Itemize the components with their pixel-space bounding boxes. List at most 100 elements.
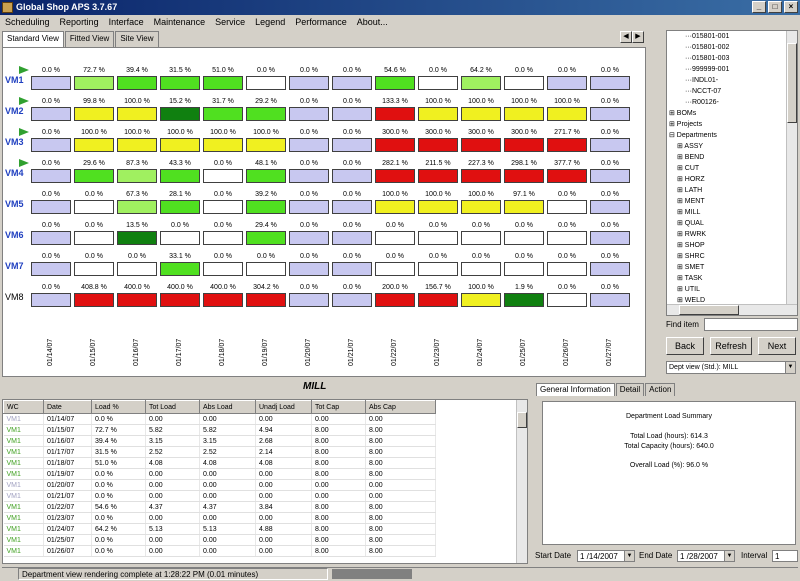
load-cell[interactable]: [547, 169, 587, 183]
load-cell[interactable]: [461, 200, 501, 214]
load-cell[interactable]: [246, 293, 286, 307]
load-cell[interactable]: [74, 262, 114, 276]
tab-site-view[interactable]: Site View: [115, 31, 159, 47]
table-row[interactable]: VM1 01/23/07 0.0 % 0.00 0.00 0.00 8.00 8.00: [3, 512, 436, 524]
load-cell[interactable]: [289, 107, 329, 121]
load-cell[interactable]: [289, 231, 329, 245]
tree-item[interactable]: ···015801-001: [685, 33, 730, 40]
work-center-label[interactable]: VM4: [5, 168, 24, 178]
load-cell[interactable]: [375, 76, 415, 90]
load-cell[interactable]: [590, 138, 630, 152]
tree-item[interactable]: ⊞ HORZ: [677, 176, 705, 183]
tree-item[interactable]: ⊞ UTIL: [677, 286, 700, 293]
work-center-label[interactable]: VM6: [5, 230, 24, 240]
load-cell[interactable]: [74, 76, 114, 90]
tab-scroll-left-icon[interactable]: ◀: [620, 31, 632, 43]
load-cell[interactable]: [117, 107, 157, 121]
menu-performance[interactable]: Performance: [295, 17, 347, 27]
load-cell[interactable]: [332, 293, 372, 307]
load-cell[interactable]: [547, 138, 587, 152]
tree-item[interactable]: ···INDL01-: [685, 77, 719, 84]
load-cell[interactable]: [31, 169, 71, 183]
load-cell[interactable]: [31, 200, 71, 214]
load-cell[interactable]: [332, 169, 372, 183]
load-cell[interactable]: [547, 76, 587, 90]
column-header[interactable]: Abs Load: [199, 400, 256, 414]
load-cell[interactable]: [504, 138, 544, 152]
load-cell[interactable]: [117, 262, 157, 276]
load-cell[interactable]: [461, 293, 501, 307]
load-cell[interactable]: [504, 293, 544, 307]
tree-item[interactable]: ⊞ RWRK: [677, 231, 707, 238]
menu-legend[interactable]: Legend: [255, 17, 286, 27]
tab-detail[interactable]: Detail: [615, 383, 645, 396]
load-cell[interactable]: [418, 293, 458, 307]
load-cell[interactable]: [203, 76, 243, 90]
load-cell[interactable]: [31, 262, 71, 276]
load-cell[interactable]: [332, 231, 372, 245]
load-cell[interactable]: [246, 200, 286, 214]
load-cell[interactable]: [375, 138, 415, 152]
load-cell[interactable]: [332, 138, 372, 152]
load-cell[interactable]: [160, 293, 200, 307]
minimize-button[interactable]: _: [752, 1, 766, 13]
load-cell[interactable]: [590, 76, 630, 90]
tree-item[interactable]: ⊞ CUT: [677, 165, 700, 172]
load-cell[interactable]: [461, 231, 501, 245]
next-button[interactable]: Next: [758, 337, 796, 355]
load-cell[interactable]: [203, 293, 243, 307]
tree-item[interactable]: ⊞ WELD: [677, 297, 706, 304]
column-header[interactable]: Tot Cap: [311, 400, 366, 414]
load-cell[interactable]: [289, 138, 329, 152]
load-cell[interactable]: [332, 200, 372, 214]
load-cell[interactable]: [547, 293, 587, 307]
tree-item[interactable]: ⊞ MENT: [677, 198, 705, 205]
load-cell[interactable]: [289, 76, 329, 90]
tree-item[interactable]: ···NCCT-07: [685, 88, 722, 95]
tree-item[interactable]: ···999999-001: [685, 66, 730, 73]
load-cell[interactable]: [461, 262, 501, 276]
load-cell[interactable]: [246, 169, 286, 183]
tab-action[interactable]: Action: [645, 383, 676, 396]
load-cell[interactable]: [547, 262, 587, 276]
load-cell[interactable]: [289, 200, 329, 214]
tree-item[interactable]: ⊞ MILL: [677, 209, 701, 216]
load-cell[interactable]: [375, 293, 415, 307]
load-cell[interactable]: [590, 169, 630, 183]
table-row[interactable]: VM1 01/22/07 54.6 % 4.37 4.37 3.84 8.00 8.00: [3, 501, 436, 513]
load-cell[interactable]: [117, 200, 157, 214]
load-cell[interactable]: [31, 293, 71, 307]
work-center-label[interactable]: VM5: [5, 199, 24, 209]
load-cell[interactable]: [418, 107, 458, 121]
work-center-label[interactable]: VM1: [5, 75, 24, 85]
load-cell[interactable]: [74, 169, 114, 183]
load-cell[interactable]: [547, 200, 587, 214]
menu-scheduling[interactable]: Scheduling: [5, 17, 50, 27]
column-header[interactable]: Date: [43, 400, 92, 414]
load-cell[interactable]: [117, 231, 157, 245]
load-cell[interactable]: [289, 293, 329, 307]
load-cell[interactable]: [160, 200, 200, 214]
tree-item[interactable]: ⊞ LATH: [677, 187, 703, 194]
load-cell[interactable]: [418, 262, 458, 276]
load-cell[interactable]: [418, 76, 458, 90]
load-cell[interactable]: [461, 107, 501, 121]
load-cell[interactable]: [418, 169, 458, 183]
load-cell[interactable]: [74, 107, 114, 121]
tab-scroll-right-icon[interactable]: ▶: [632, 31, 644, 43]
load-cell[interactable]: [590, 200, 630, 214]
tree-item[interactable]: ⊞ QUAL: [677, 220, 704, 227]
column-header[interactable]: Load %: [91, 400, 146, 414]
menu-maintenance[interactable]: Maintenance: [153, 17, 206, 27]
load-cell[interactable]: [203, 231, 243, 245]
load-cell[interactable]: [375, 200, 415, 214]
load-cell[interactable]: [332, 107, 372, 121]
work-center-label[interactable]: VM7: [5, 261, 24, 271]
work-center-label[interactable]: VM2: [5, 106, 24, 116]
tree-item[interactable]: ···R00126-: [685, 99, 719, 106]
load-cell[interactable]: [117, 138, 157, 152]
tree-item[interactable]: ⊞ Projects: [669, 121, 703, 128]
load-cell[interactable]: [203, 169, 243, 183]
load-cell[interactable]: [246, 138, 286, 152]
load-cell[interactable]: [203, 107, 243, 121]
